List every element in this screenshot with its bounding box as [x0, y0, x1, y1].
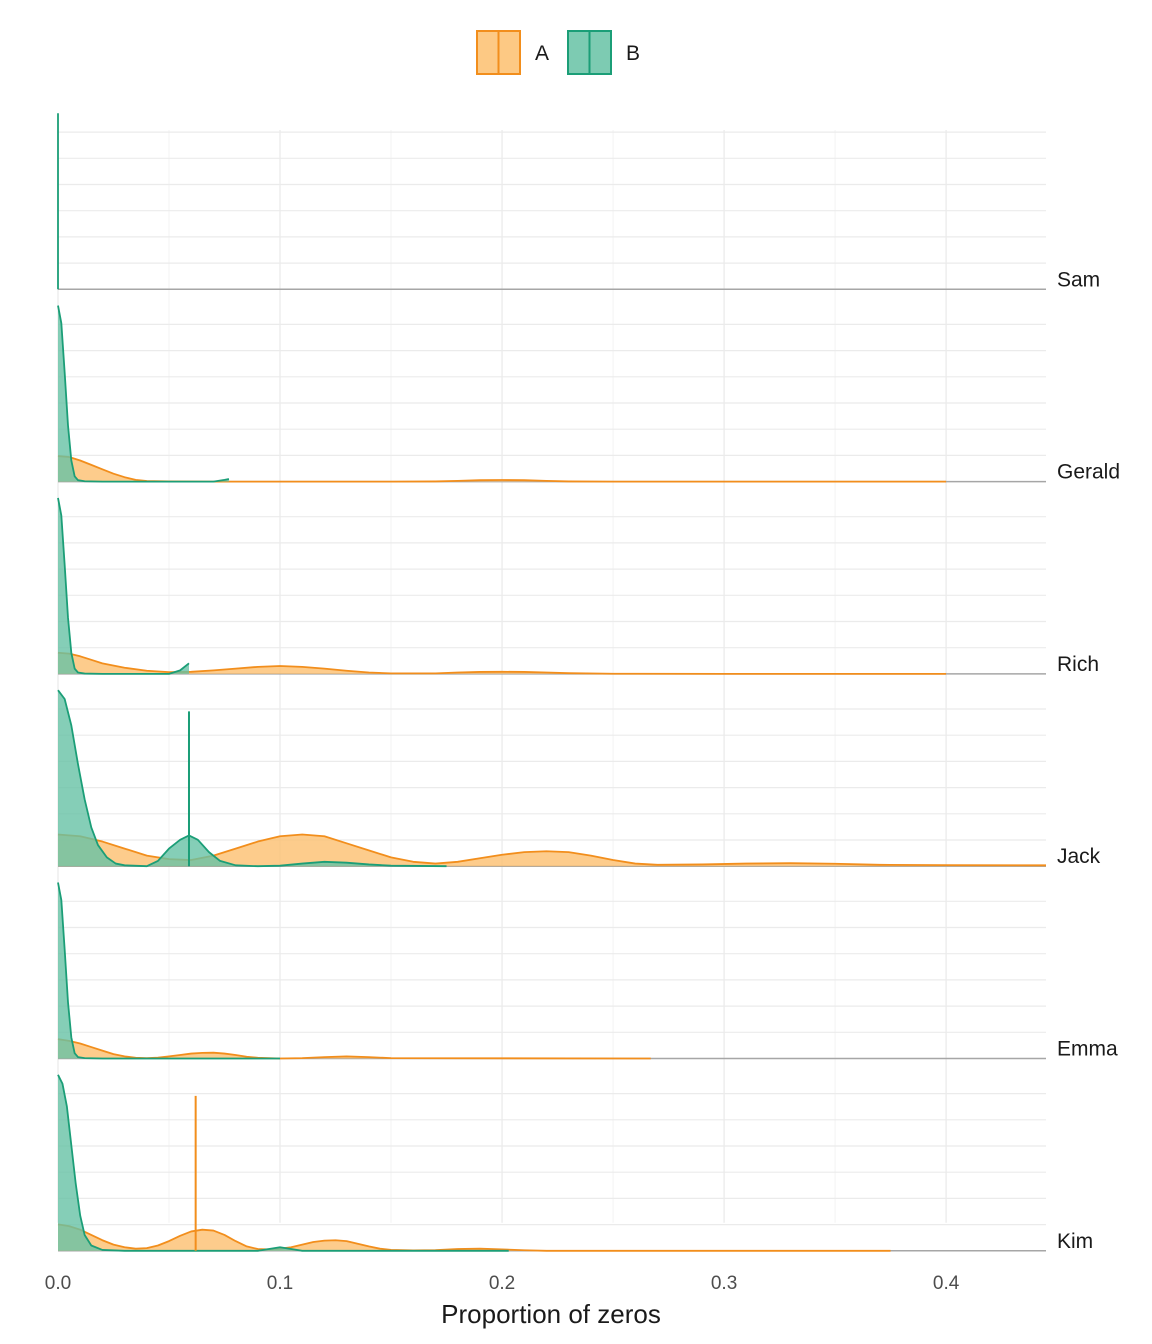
panel-label-rich: Rich	[1057, 653, 1099, 676]
density-fill-a-emma	[58, 1039, 651, 1059]
density-fill-b-rich	[58, 497, 189, 674]
panel-label-jack: Jack	[1057, 845, 1101, 868]
density-fill-a-kim	[58, 1224, 891, 1251]
x-tick-label: 0.4	[933, 1273, 960, 1294]
panel-label-kim: Kim	[1057, 1230, 1093, 1253]
density-fill-b-jack	[58, 690, 447, 867]
density-line-b-rich	[57, 497, 190, 675]
panel-label-emma: Emma	[1057, 1038, 1118, 1061]
density-line-a-emma	[57, 1038, 651, 1060]
legend-label-a: A	[535, 42, 549, 65]
legend-label-b: B	[626, 42, 640, 65]
density-line-b-emma	[57, 882, 281, 1060]
gridlines	[57, 130, 947, 1223]
panel-jack: Jack	[57, 689, 1101, 868]
panels: Sam Gerald Rich Jack Emma Kim	[57, 113, 1120, 1253]
x-tick-label: 0.0	[45, 1273, 71, 1294]
panel-kim: Kim	[57, 1074, 1093, 1253]
density-line-b-kim	[57, 1074, 509, 1252]
x-axis-ticks: 0.0 0.1 0.2 0.3 0.4	[45, 1273, 960, 1294]
panel-sam: Sam	[57, 113, 1100, 291]
x-axis-title: Proportion of zeros	[441, 1299, 661, 1329]
density-fill-a-jack	[58, 834, 1046, 867]
x-tick-label: 0.3	[711, 1273, 737, 1294]
panel-emma: Emma	[57, 882, 1118, 1061]
density-line-a-rich	[57, 651, 947, 675]
panel-label-sam: Sam	[1057, 268, 1100, 291]
panel-label-gerald: Gerald	[1057, 461, 1120, 484]
panel-rich: Rich	[57, 497, 1099, 676]
panel-gerald: Gerald	[57, 305, 1120, 484]
x-tick-label: 0.2	[489, 1273, 515, 1294]
density-fill-a-rich	[58, 652, 947, 674]
density-line-b-jack	[57, 689, 447, 868]
x-tick-label: 0.1	[267, 1273, 293, 1294]
density-line-a-gerald	[57, 455, 947, 483]
density-line-b-gerald	[57, 305, 230, 483]
